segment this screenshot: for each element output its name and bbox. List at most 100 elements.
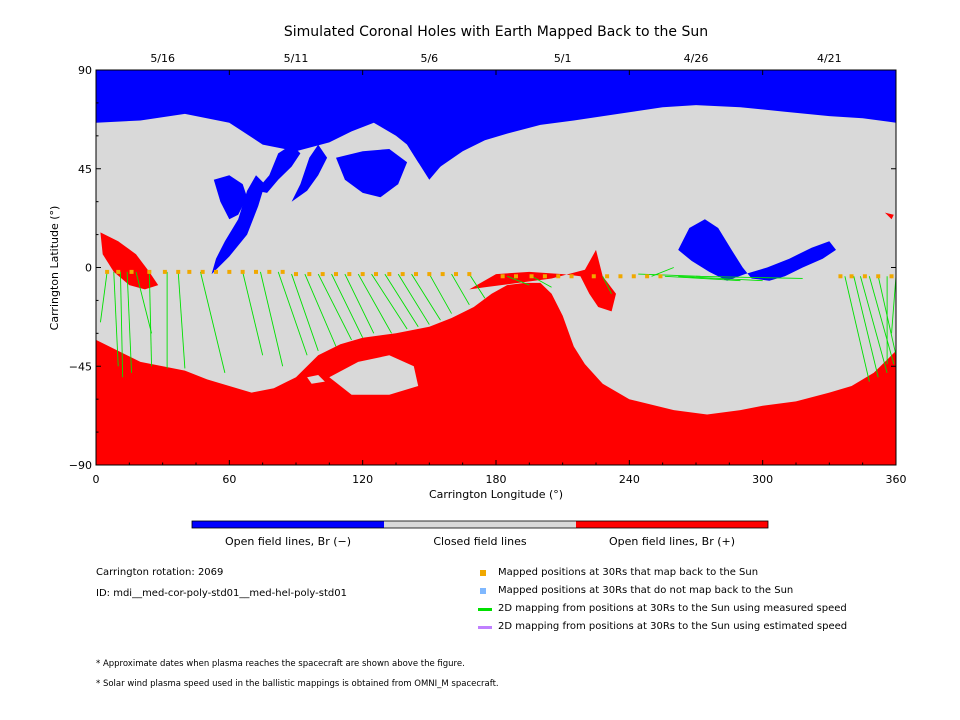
- footnotes: * Approximate dates when plasma reaches …: [96, 654, 499, 694]
- positive-hole-extension-0: [100, 232, 159, 290]
- x-tick-label-0: 0: [93, 473, 100, 486]
- colorbar-label-0: Open field lines, Br (−): [225, 535, 351, 548]
- legend-label-measured: 2D mapping from positions at 30Rs to the…: [498, 603, 847, 614]
- mapped-point-17: [334, 272, 338, 277]
- model-id: ID: mdi__med-cor-poly-std01__med-hel-pol…: [96, 588, 347, 599]
- legend-item-unmapped: Mapped positions at 30Rs that do not map…: [478, 582, 847, 600]
- mapping-line-19: [384, 273, 419, 327]
- negative-hole-extension-1: [213, 175, 248, 220]
- mapping-line-10: [260, 271, 284, 367]
- x-axis-label: Carrington Longitude (°): [429, 488, 563, 501]
- mapping-line-18: [371, 273, 408, 330]
- y-tick-label-1: 45: [78, 163, 92, 176]
- mapped-point-23: [414, 272, 418, 277]
- mapping-line-32: [695, 275, 803, 279]
- negative-hole-extension-0: [211, 175, 265, 275]
- negative-hole-extension-5: [407, 142, 452, 180]
- y-tick-label-3: −45: [69, 360, 92, 373]
- green-line-icon: [478, 607, 492, 611]
- mapped-point-2: [129, 269, 134, 274]
- mapping-line-22: [428, 273, 452, 314]
- mapped-point-0: [105, 269, 110, 274]
- mapping-line-34: [853, 276, 879, 378]
- x-tick-label-1: 60: [222, 473, 236, 486]
- y-tick-label-4: −90: [69, 459, 92, 472]
- mapping-line-33: [844, 276, 870, 382]
- mapped-point-29: [514, 274, 518, 279]
- mapped-point-28: [500, 274, 505, 279]
- x-tick-label-6: 360: [886, 473, 907, 486]
- mapping-line-30: [664, 275, 741, 282]
- mapping-line-36: [868, 276, 895, 365]
- mapped-point-22: [400, 272, 405, 277]
- chart-title: Simulated Coronal Holes with Earth Mappe…: [284, 24, 708, 40]
- legend-item-measured: 2D mapping from positions at 30Rs to the…: [478, 600, 847, 618]
- mapped-point-7: [200, 269, 205, 274]
- mapped-point-27: [467, 272, 472, 277]
- mapping-line-14: [317, 273, 352, 341]
- negative-hole-extension-2: [256, 144, 301, 193]
- mapped-point-9: [227, 269, 232, 274]
- colorbar-frame: [191, 520, 769, 529]
- mapping-line-3: [126, 271, 133, 373]
- mapped-point-1: [116, 269, 121, 274]
- mapped-point-33: [569, 274, 574, 279]
- mapping-line-12: [291, 273, 319, 352]
- negative-hole-extension-6: [678, 219, 836, 281]
- positive-hole-extension-1: [469, 249, 616, 312]
- y-tick-label-2: 0: [85, 262, 92, 275]
- mapped-point-39: [658, 274, 663, 279]
- mapping-line-7: [177, 271, 186, 369]
- mapped-point-16: [320, 272, 325, 277]
- colorbar-segment-0: [192, 521, 384, 528]
- mapping-line-0: [99, 271, 108, 323]
- mapped-point-24: [427, 272, 432, 277]
- mapped-point-26: [454, 272, 458, 277]
- mapped-point-15: [307, 272, 312, 277]
- mapped-point-10: [240, 269, 245, 274]
- mapping-line-5: [148, 271, 153, 367]
- legend-label-unmapped: Mapped positions at 30Rs that do not map…: [498, 585, 794, 596]
- mapping-line-20: [397, 273, 430, 325]
- run-info: Carrington rotation: 2069 ID: mdi__med-c…: [96, 562, 347, 604]
- mapped-point-40: [838, 274, 843, 279]
- closed-island-1: [307, 375, 325, 384]
- mapped-point-31: [542, 274, 547, 279]
- axes: 0 60 120 180 240 300 360 90 45 0 −45 −90 5/16 5/11 5/6…: [69, 52, 907, 486]
- orange-square-icon: [480, 570, 486, 576]
- mapping-line-25: [506, 275, 530, 286]
- mapping-line-1: [113, 271, 119, 367]
- positive-hole-extension-2: [884, 212, 894, 220]
- mapping-line-31: [678, 275, 763, 282]
- mapped-point-13: [280, 269, 285, 274]
- date-label-4: 4/26: [684, 52, 709, 65]
- negative-hole-extension-4: [336, 149, 408, 198]
- mapping-line-29: [651, 267, 674, 277]
- mapped-point-42: [862, 274, 867, 279]
- x-tick-label-5: 300: [752, 473, 773, 486]
- mapped-point-6: [187, 269, 192, 274]
- date-label-0: 5/16: [150, 52, 175, 65]
- mapping-line-17: [357, 273, 392, 334]
- mapped-point-11: [254, 269, 258, 274]
- carrington-rotation: Carrington rotation: 2069: [96, 567, 224, 578]
- closed-island-0: [329, 355, 419, 395]
- mapping-line-23: [451, 273, 470, 306]
- mapping-line-24: [468, 273, 486, 299]
- legend-label-mapped: Mapped positions at 30Rs that map back t…: [498, 567, 759, 578]
- mapping-line-8: [200, 271, 226, 373]
- mapped-point-35: [605, 274, 610, 279]
- legend-item-mapped: Mapped positions at 30Rs that map back t…: [478, 564, 847, 582]
- plot-area: [96, 70, 897, 465]
- colorbar-segment-2: [576, 521, 768, 528]
- legend-item-estimated: 2D mapping from positions at 30Rs to the…: [478, 618, 847, 636]
- mapped-point-19: [360, 272, 365, 277]
- footnote-speed: * Solar wind plasma speed used in the ba…: [96, 679, 499, 689]
- mapped-point-8: [214, 269, 218, 274]
- mapped-point-41: [849, 274, 854, 279]
- mapped-point-3: [147, 269, 152, 274]
- date-label-5: 4/21: [817, 52, 842, 65]
- x-tick-label-2: 120: [352, 473, 373, 486]
- south-polar-coronal-hole: [96, 282, 896, 465]
